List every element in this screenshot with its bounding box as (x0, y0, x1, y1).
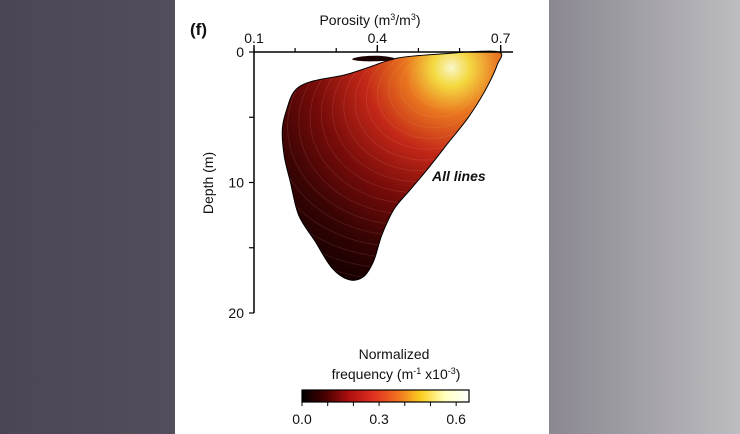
x-tick-label: 0.7 (491, 30, 511, 46)
colorbar-title-line1: Normalized (359, 346, 430, 362)
colorbar-tick-label: 0.6 (446, 411, 466, 427)
colorbar-tick-label: 0.3 (369, 411, 389, 427)
panel-label: (f) (190, 20, 207, 39)
y-tick-label: 10 (228, 175, 244, 191)
colorbar-bar (301, 389, 470, 403)
y-tick-label: 0 (236, 44, 244, 60)
density-contour-line (410, 57, 470, 107)
axes: 0.1 0.4 0.7 0 10 20 (228, 30, 513, 321)
density-fill (282, 51, 502, 280)
density-contour-line (433, 63, 460, 85)
y-axis-label: Depth (m) (200, 152, 216, 214)
density-region (281, 50, 503, 281)
annotation-all-lines: All lines (431, 168, 486, 184)
density-contour-line (399, 54, 475, 118)
density-surface-tongue (352, 55, 394, 62)
colorbar-title-line2: frequency (m-1 x10-3) (332, 366, 461, 382)
colorbar-tick-label: 0.0 (292, 411, 312, 427)
density-contour-line (422, 60, 465, 96)
background-right (549, 0, 740, 434)
y-tick-label: 20 (228, 305, 244, 321)
x-tick-label: 0.1 (244, 30, 264, 46)
x-axis-label: Porosity (m3/m3) (319, 12, 420, 28)
colorbar: 0.0 0.3 0.6 (292, 389, 470, 427)
x-tick-label: 0.4 (368, 30, 388, 46)
